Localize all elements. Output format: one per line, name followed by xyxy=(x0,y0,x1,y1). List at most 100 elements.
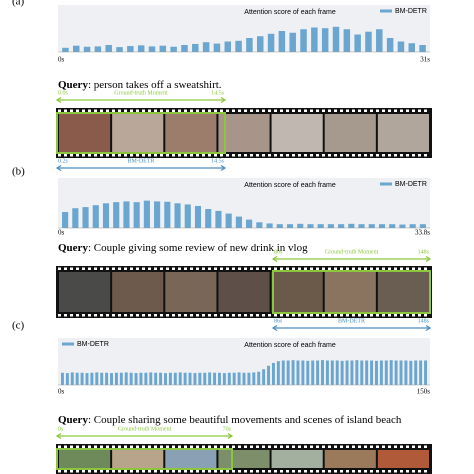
bar xyxy=(389,360,393,385)
bar xyxy=(332,26,340,52)
sprocket-hole xyxy=(220,470,223,473)
video-frame xyxy=(324,114,376,152)
video-frame xyxy=(112,450,164,468)
sprocket-hole xyxy=(280,470,283,473)
sprocket-hole xyxy=(178,445,181,448)
sprocket-hole xyxy=(352,470,355,473)
sprocket-hole xyxy=(370,445,373,448)
sprocket-hole xyxy=(370,470,373,473)
sprocket-hole xyxy=(292,445,295,448)
sprocket-hole xyxy=(58,109,61,112)
sprocket-hole xyxy=(88,445,91,448)
bar xyxy=(399,224,406,228)
sprocket-hole xyxy=(412,267,415,270)
bar xyxy=(80,372,84,385)
sprocket-hole xyxy=(334,109,337,112)
sprocket-hole xyxy=(106,470,109,473)
sprocket-hole xyxy=(304,109,307,112)
sprocket-hole xyxy=(262,470,265,473)
sprocket-hole xyxy=(400,314,403,317)
sprocket-hole xyxy=(388,154,391,157)
sprocket-hole xyxy=(244,470,247,473)
bar xyxy=(289,32,296,52)
bar xyxy=(149,372,153,385)
bar xyxy=(110,373,113,385)
sprocket-hole xyxy=(148,267,151,270)
sprocket-hole xyxy=(322,154,325,157)
sprocket-hole xyxy=(208,154,211,157)
sprocket-hole xyxy=(232,445,235,448)
video-frame xyxy=(112,272,164,312)
sprocket-hole xyxy=(118,445,121,448)
sprocket-hole xyxy=(304,154,307,157)
sprocket-hole xyxy=(124,314,127,317)
sprocket-hole xyxy=(274,109,277,112)
sprocket-hole xyxy=(94,267,97,270)
sprocket-hole xyxy=(244,154,247,157)
sprocket-hole xyxy=(394,314,397,317)
sprocket-hole xyxy=(316,314,319,317)
sprocket-hole xyxy=(418,445,421,448)
sprocket-hole xyxy=(352,445,355,448)
bar xyxy=(154,372,158,385)
sprocket-hole xyxy=(256,470,259,473)
sprocket-hole xyxy=(64,109,67,112)
sprocket-hole xyxy=(220,109,223,112)
video-frame xyxy=(59,272,111,312)
video-frame xyxy=(324,450,376,468)
sprocket-hole xyxy=(250,109,253,112)
sprocket-hole xyxy=(256,314,259,317)
sprocket-hole xyxy=(118,314,121,317)
bar xyxy=(114,372,118,385)
bar xyxy=(198,372,202,385)
sprocket-hole xyxy=(172,470,175,473)
bar xyxy=(181,45,188,52)
sprocket-hole xyxy=(424,267,427,270)
sprocket-hole xyxy=(220,445,223,448)
video-frame xyxy=(218,114,270,152)
sprocket-hole xyxy=(274,154,277,157)
bar xyxy=(168,372,172,385)
sprocket-hole xyxy=(256,445,259,448)
sprocket-hole xyxy=(190,109,193,112)
sprocket-hole xyxy=(292,314,295,317)
sprocket-hole xyxy=(178,470,181,473)
sprocket-hole xyxy=(58,154,61,157)
sprocket-hole xyxy=(184,445,187,448)
bar xyxy=(70,372,74,385)
sprocket-hole xyxy=(292,267,295,270)
sprocket-hole xyxy=(196,109,199,112)
ground_truth-arrow xyxy=(55,432,234,440)
sprocket-hole xyxy=(130,470,133,473)
sprocket-hole xyxy=(346,267,349,270)
bar xyxy=(307,224,314,228)
video-frame xyxy=(165,114,217,152)
bar xyxy=(267,365,271,385)
sprocket-hole xyxy=(412,445,415,448)
sprocket-hole xyxy=(154,109,157,112)
sprocket-hole xyxy=(172,314,175,317)
sprocket-hole xyxy=(250,154,253,157)
sprocket-hole xyxy=(316,267,319,270)
video-frame xyxy=(377,450,429,468)
sprocket-hole xyxy=(262,267,265,270)
sprocket-hole xyxy=(370,154,373,157)
sprocket-hole xyxy=(124,470,127,473)
bar xyxy=(105,45,112,52)
ground_truth-arrow xyxy=(271,255,432,263)
bar xyxy=(375,360,378,385)
sprocket-hole xyxy=(88,470,91,473)
sprocket-hole xyxy=(220,267,223,270)
sprocket-hole xyxy=(136,314,139,317)
sprocket-hole xyxy=(142,109,145,112)
sprocket-hole xyxy=(130,267,133,270)
sprocket-hole xyxy=(388,267,391,270)
bar xyxy=(124,372,128,385)
query-text: : Couple sharing some beautiful movement… xyxy=(88,414,402,426)
prediction-start: 0.2s xyxy=(58,158,69,164)
video-frame xyxy=(324,272,376,312)
bar xyxy=(119,372,123,385)
sprocket-hole xyxy=(82,445,85,448)
sprocket-hole xyxy=(322,267,325,270)
bar xyxy=(335,360,339,385)
